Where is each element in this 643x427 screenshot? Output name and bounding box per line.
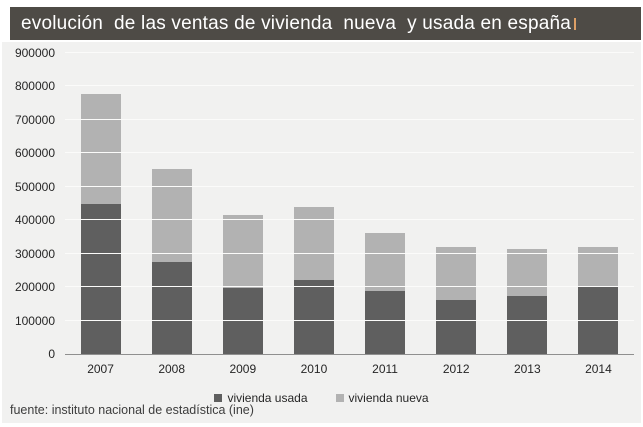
bar-group: [492, 53, 563, 354]
legend-label-nueva: vivienda nueva: [348, 391, 429, 405]
bar-group: [563, 53, 634, 354]
bars: [65, 53, 634, 354]
y-axis-tick-label: 100000: [14, 313, 55, 328]
text-cursor: [574, 17, 577, 30]
x-axis-labels: 2007 2008 2009 2010 2011 2012 2013 2014: [65, 362, 634, 376]
bar-segment-nueva: [222, 215, 263, 289]
legend-swatch-nueva: [335, 394, 344, 402]
plot-area: [65, 52, 634, 355]
bar-stack: [365, 53, 406, 354]
legend-item-usada: vivienda usada: [214, 391, 308, 405]
bar-stack: [80, 53, 121, 354]
bar-segment-nueva: [151, 169, 192, 263]
bar-group: [207, 53, 278, 354]
y-axis-tick-label: 500000: [14, 179, 55, 194]
y-axis-tick-label: 900000: [14, 46, 55, 60]
bar-stack: [293, 53, 334, 354]
x-axis-label: 2010: [300, 362, 328, 376]
y-axis-tick-label: 700000: [14, 112, 55, 127]
bar-stack: [436, 53, 477, 354]
source-note: fuente: instituto nacional de estadístic…: [10, 403, 254, 417]
bar-segment-usada: [436, 299, 477, 354]
bar-segment-usada: [151, 262, 192, 354]
gridline: [65, 219, 634, 221]
bar-segment-nueva: [507, 249, 548, 297]
bar-segment-nueva: [293, 206, 334, 281]
chart-panel: 0 100000 200000 300000 400000 500000 600000 700…: [2, 42, 641, 423]
bar-segment-nueva: [80, 93, 121, 205]
bar-segment-usada: [365, 291, 406, 354]
gridline: [65, 286, 634, 288]
bar-group: [421, 53, 492, 354]
bar-group: [136, 53, 207, 354]
bar-segment-nueva: [436, 247, 477, 300]
bar-segment-usada: [80, 204, 121, 354]
bar-stack: [507, 53, 548, 354]
y-axis-labels: 0 100000 200000 300000 400000 500000 600000 700…: [2, 46, 55, 361]
x-axis-label: 2011: [372, 362, 398, 376]
chart-title-bar[interactable]: evolución de las ventas de vivienda nuev…: [10, 7, 641, 40]
chart-title: evolución de las ventas de vivienda nuev…: [21, 12, 572, 34]
legend-label-usada: vivienda usada: [227, 391, 308, 405]
bar-segment-usada: [293, 280, 334, 354]
x-axis-label: 2012: [442, 362, 470, 376]
y-axis-tick-label: 400000: [14, 213, 55, 228]
legend-item-nueva: vivienda nueva: [335, 391, 429, 405]
gridline: [65, 85, 634, 87]
y-axis-tick-label: 200000: [14, 280, 55, 295]
x-axis-label: 2009: [229, 362, 257, 376]
x-axis-label: 2013: [513, 362, 541, 376]
legend-swatch-usada: [214, 394, 223, 402]
x-axis-label: 2014: [585, 362, 612, 376]
gridline: [65, 185, 634, 187]
y-axis-tick-label: 300000: [14, 246, 55, 261]
y-axis-tick-label: 800000: [14, 79, 55, 94]
bar-stack: [222, 53, 263, 354]
gridline: [65, 152, 634, 154]
x-axis-label: 2007: [87, 362, 114, 376]
x-axis-label: 2008: [158, 362, 186, 376]
bar-group: [350, 53, 421, 354]
bar-stack: [151, 53, 192, 354]
legend: vivienda usada vivienda nueva: [2, 391, 641, 405]
y-axis-tick-label: 0: [48, 347, 55, 361]
y-axis-tick-label: 600000: [14, 146, 55, 161]
bar-segment-usada: [507, 296, 548, 354]
gridline: [65, 319, 634, 321]
gridline: [65, 252, 634, 254]
gridline: [65, 118, 634, 120]
gridline: [65, 52, 634, 53]
bar-group: [65, 53, 136, 354]
bar-group: [278, 53, 349, 354]
bar-stack: [578, 53, 619, 354]
bar-segment-nueva: [365, 232, 406, 292]
bar-segment-usada: [222, 288, 263, 354]
